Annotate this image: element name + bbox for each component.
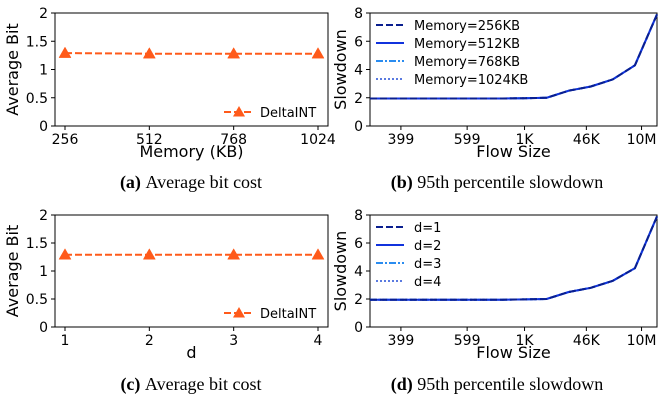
data-point-marker bbox=[227, 248, 241, 260]
x-tick-label: 1K bbox=[515, 333, 534, 349]
x-tick-label: 599 bbox=[454, 333, 481, 349]
data-point-marker bbox=[58, 248, 72, 260]
x-tick-label: 599 bbox=[454, 132, 481, 148]
legend-marker bbox=[233, 307, 245, 318]
data-point-marker bbox=[142, 248, 156, 260]
legend-label: Memory=256KB bbox=[414, 19, 520, 34]
y-tick-label: 4 bbox=[354, 63, 363, 79]
x-tick-label: 4 bbox=[314, 333, 323, 349]
x-tick-label: 1024 bbox=[300, 132, 336, 148]
legend-label: d=1 bbox=[414, 221, 441, 236]
x-tick-label: 10M bbox=[627, 132, 657, 148]
caption-label: (a) bbox=[120, 172, 141, 193]
data-point-marker bbox=[311, 47, 325, 59]
y-tick-label: 0.5 bbox=[26, 91, 48, 107]
x-tick-label: 768 bbox=[220, 132, 247, 148]
figure-caption: (d) 95th percentile slowdown bbox=[391, 374, 603, 395]
x-tick-label: 2 bbox=[145, 333, 154, 349]
y-tick-label: 1.5 bbox=[26, 236, 48, 252]
x-tick-label: 46K bbox=[573, 132, 601, 148]
y-tick-label: 6 bbox=[354, 236, 363, 252]
x-tick-label: 10M bbox=[627, 333, 657, 349]
y-tick-label: 8 bbox=[354, 208, 363, 224]
data-point-marker bbox=[142, 47, 156, 59]
caption-label: (d) bbox=[391, 374, 413, 395]
x-tick-label: 1 bbox=[61, 333, 70, 349]
y-tick-label: 0.5 bbox=[26, 292, 48, 308]
legend-label: d=2 bbox=[414, 239, 441, 254]
chart-c: 0 0.5 1 1.5 2 1 2 3 4 d Average Bit DeltaINT (c) Ave… bbox=[3, 208, 329, 395]
y-axis-label: Average Bit bbox=[3, 23, 22, 115]
caption-text: 95th percentile slowdown bbox=[417, 172, 603, 192]
chart-a: 0 0.5 1 1.5 2 256 512 768 1024 Memory (KB) Average… bbox=[3, 6, 336, 193]
x-axis-label: Flow Size bbox=[476, 142, 550, 161]
data-point-marker bbox=[311, 248, 325, 260]
data-point-marker bbox=[58, 46, 72, 58]
x-axis-label: d bbox=[186, 343, 196, 362]
x-tick-label: 256 bbox=[52, 132, 79, 148]
legend-label: Memory=512KB bbox=[414, 37, 520, 52]
y-tick-label: 2 bbox=[39, 6, 48, 22]
y-tick-label: 1.5 bbox=[26, 34, 48, 50]
y-axis-label: Slowdown bbox=[331, 231, 350, 312]
chart-b: 0 2 4 6 8 399 599 1K 46K 10M Flow Size Slowdown Memo… bbox=[331, 6, 658, 193]
figure-caption: (a) Average bit cost bbox=[120, 172, 262, 193]
y-tick-label: 0 bbox=[354, 320, 363, 336]
series-line-d-1 bbox=[370, 216, 658, 301]
x-tick-label: 512 bbox=[136, 132, 163, 148]
x-tick-label: 399 bbox=[388, 132, 415, 148]
caption-label: (b) bbox=[391, 172, 413, 193]
figure-caption: (b) 95th percentile slowdown bbox=[391, 172, 603, 193]
y-tick-label: 6 bbox=[354, 34, 363, 50]
x-tick-label: 399 bbox=[388, 333, 415, 349]
legend-marker bbox=[233, 106, 245, 117]
caption-text: Average bit cost bbox=[145, 172, 262, 192]
y-tick-label: 2 bbox=[39, 208, 48, 224]
series-line-memory-256kb bbox=[370, 14, 658, 100]
data-point-marker bbox=[227, 47, 241, 59]
y-tick-label: 0 bbox=[354, 119, 363, 135]
y-tick-label: 2 bbox=[354, 292, 363, 308]
chart-d: 0 2 4 6 8 399 599 1K 46K 10M Flow Size Slowdown d=1 d… bbox=[331, 208, 658, 395]
y-axis-label: Slowdown bbox=[331, 29, 350, 110]
y-tick-label: 1 bbox=[39, 264, 48, 280]
y-tick-label: 1 bbox=[39, 63, 48, 79]
y-axis-label: Average Bit bbox=[3, 225, 22, 317]
legend-label: DeltaINT bbox=[260, 307, 316, 322]
caption-label: (c) bbox=[120, 374, 140, 395]
legend-label: d=4 bbox=[414, 275, 441, 290]
y-tick-label: 4 bbox=[354, 264, 363, 280]
x-axis-label: Memory (KB) bbox=[139, 142, 243, 161]
figure-caption: (c) Average bit cost bbox=[120, 374, 261, 395]
legend-label: Memory=1024KB bbox=[414, 73, 528, 88]
caption-text: 95th percentile slowdown bbox=[417, 374, 603, 394]
caption-text: Average bit cost bbox=[145, 374, 262, 394]
y-tick-label: 0 bbox=[39, 320, 48, 336]
x-tick-label: 3 bbox=[229, 333, 238, 349]
legend-label: d=3 bbox=[414, 257, 441, 272]
y-tick-label: 2 bbox=[354, 91, 363, 107]
y-tick-label: 0 bbox=[39, 119, 48, 135]
legend-label: DeltaINT bbox=[260, 106, 316, 121]
x-axis-label: Flow Size bbox=[476, 343, 550, 362]
y-tick-label: 8 bbox=[354, 6, 363, 22]
series-line-deltaint bbox=[64, 52, 318, 55]
x-tick-label: 46K bbox=[573, 333, 601, 349]
legend-label: Memory=768KB bbox=[414, 55, 520, 70]
x-tick-label: 1K bbox=[515, 132, 534, 148]
